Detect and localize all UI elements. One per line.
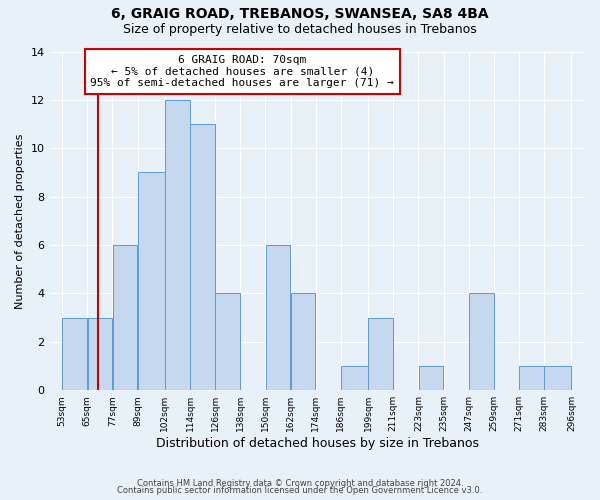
Bar (519, 366, 544, 390)
Text: 6 GRAIG ROAD: 70sqm
← 5% of detached houses are smaller (4)
95% of semi-detached: 6 GRAIG ROAD: 70sqm ← 5% of detached hou… (91, 55, 394, 88)
Bar (266, 245, 290, 390)
Text: Contains public sector information licensed under the Open Government Licence v3: Contains public sector information licen… (118, 486, 482, 495)
Bar (215, 294, 240, 390)
Bar (62, 318, 87, 390)
Bar (419, 366, 443, 390)
Bar (291, 294, 316, 390)
Bar (368, 318, 393, 390)
Bar (113, 245, 137, 390)
Text: Size of property relative to detached houses in Trebanos: Size of property relative to detached ho… (123, 22, 477, 36)
Bar (88, 318, 112, 390)
Bar (138, 172, 164, 390)
Text: Contains HM Land Registry data © Crown copyright and database right 2024.: Contains HM Land Registry data © Crown c… (137, 478, 463, 488)
Text: 6, GRAIG ROAD, TREBANOS, SWANSEA, SA8 4BA: 6, GRAIG ROAD, TREBANOS, SWANSEA, SA8 4B… (111, 8, 489, 22)
Bar (469, 294, 494, 390)
Y-axis label: Number of detached properties: Number of detached properties (15, 133, 25, 308)
Bar (165, 100, 190, 390)
Bar (544, 366, 571, 390)
Bar (190, 124, 215, 390)
X-axis label: Distribution of detached houses by size in Trebanos: Distribution of detached houses by size … (156, 437, 479, 450)
Bar (341, 366, 368, 390)
